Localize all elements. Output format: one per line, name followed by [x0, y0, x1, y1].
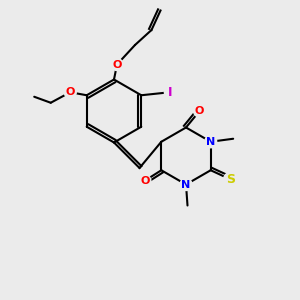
Circle shape [64, 86, 76, 98]
Text: I: I [167, 86, 172, 99]
Text: O: O [195, 106, 204, 116]
Circle shape [111, 58, 123, 70]
Circle shape [194, 105, 206, 117]
Circle shape [180, 178, 192, 190]
Text: O: O [65, 87, 75, 97]
Text: O: O [112, 59, 122, 70]
Circle shape [224, 173, 237, 186]
Circle shape [139, 175, 151, 187]
Text: N: N [182, 179, 190, 190]
Circle shape [205, 136, 217, 148]
Text: S: S [226, 173, 235, 186]
Circle shape [164, 87, 175, 98]
Text: O: O [140, 176, 149, 186]
Text: N: N [206, 137, 215, 147]
